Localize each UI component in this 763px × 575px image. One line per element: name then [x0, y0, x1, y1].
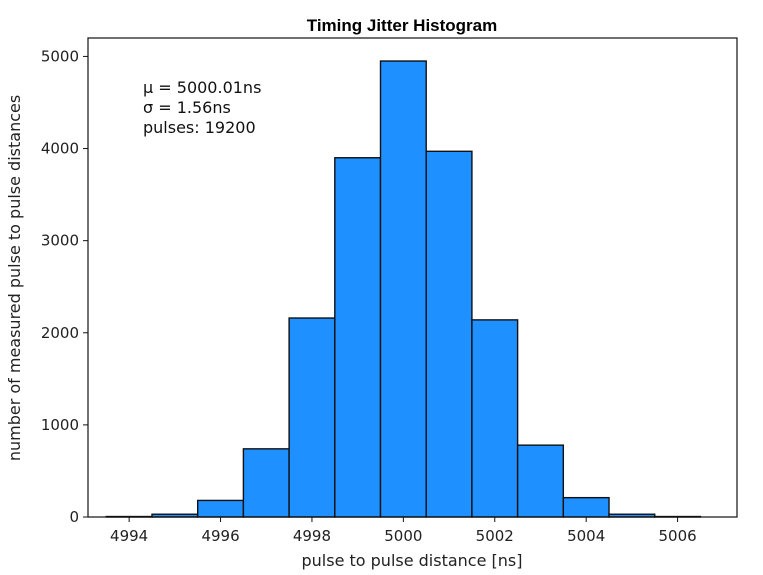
histogram-bar [288, 317, 336, 518]
histogram-bar [516, 444, 565, 518]
x-tick-label: 5004 [567, 527, 605, 545]
chart-title: Timing Jitter Histogram [307, 16, 498, 35]
y-tick-label: 0 [69, 508, 79, 526]
y-tick-label: 3000 [41, 232, 79, 250]
y-tick-label: 5000 [41, 47, 79, 65]
bars-group [105, 60, 702, 518]
histogram-bar [379, 60, 427, 518]
histogram-bar [425, 150, 473, 518]
x-tick-label: 5002 [476, 527, 514, 545]
plot-frame [87, 37, 738, 518]
x-axis-label: pulse to pulse distance [ns] [301, 551, 522, 570]
x-tick-label: 4998 [293, 527, 331, 545]
histogram-bar [242, 448, 290, 518]
annotation-sigma: σ = 1.56ns [143, 98, 231, 117]
x-tick-label: 5006 [658, 527, 696, 545]
histogram-bar [562, 496, 610, 518]
y-tick-label: 1000 [41, 416, 79, 434]
y-axis-ticks: 0 1000 2000 3000 4000 5000 [41, 47, 88, 526]
x-tick-label: 5000 [384, 527, 422, 545]
x-axis-ticks: 4994 4996 4998 5000 5002 5004 5006 [110, 517, 697, 545]
histogram-bar [196, 499, 245, 518]
annotation-mean: μ = 5000.01ns [143, 78, 261, 97]
annotation-pulses: pulses: 19200 [143, 118, 256, 137]
x-tick-label: 4996 [201, 527, 239, 545]
histogram-bar [334, 157, 382, 518]
y-axis-label: number of measured pulse to pulse distan… [5, 95, 24, 461]
y-tick-label: 2000 [41, 324, 79, 342]
y-tick-label: 4000 [41, 140, 79, 158]
histogram-bar [471, 319, 519, 518]
x-tick-label: 4994 [110, 527, 148, 545]
